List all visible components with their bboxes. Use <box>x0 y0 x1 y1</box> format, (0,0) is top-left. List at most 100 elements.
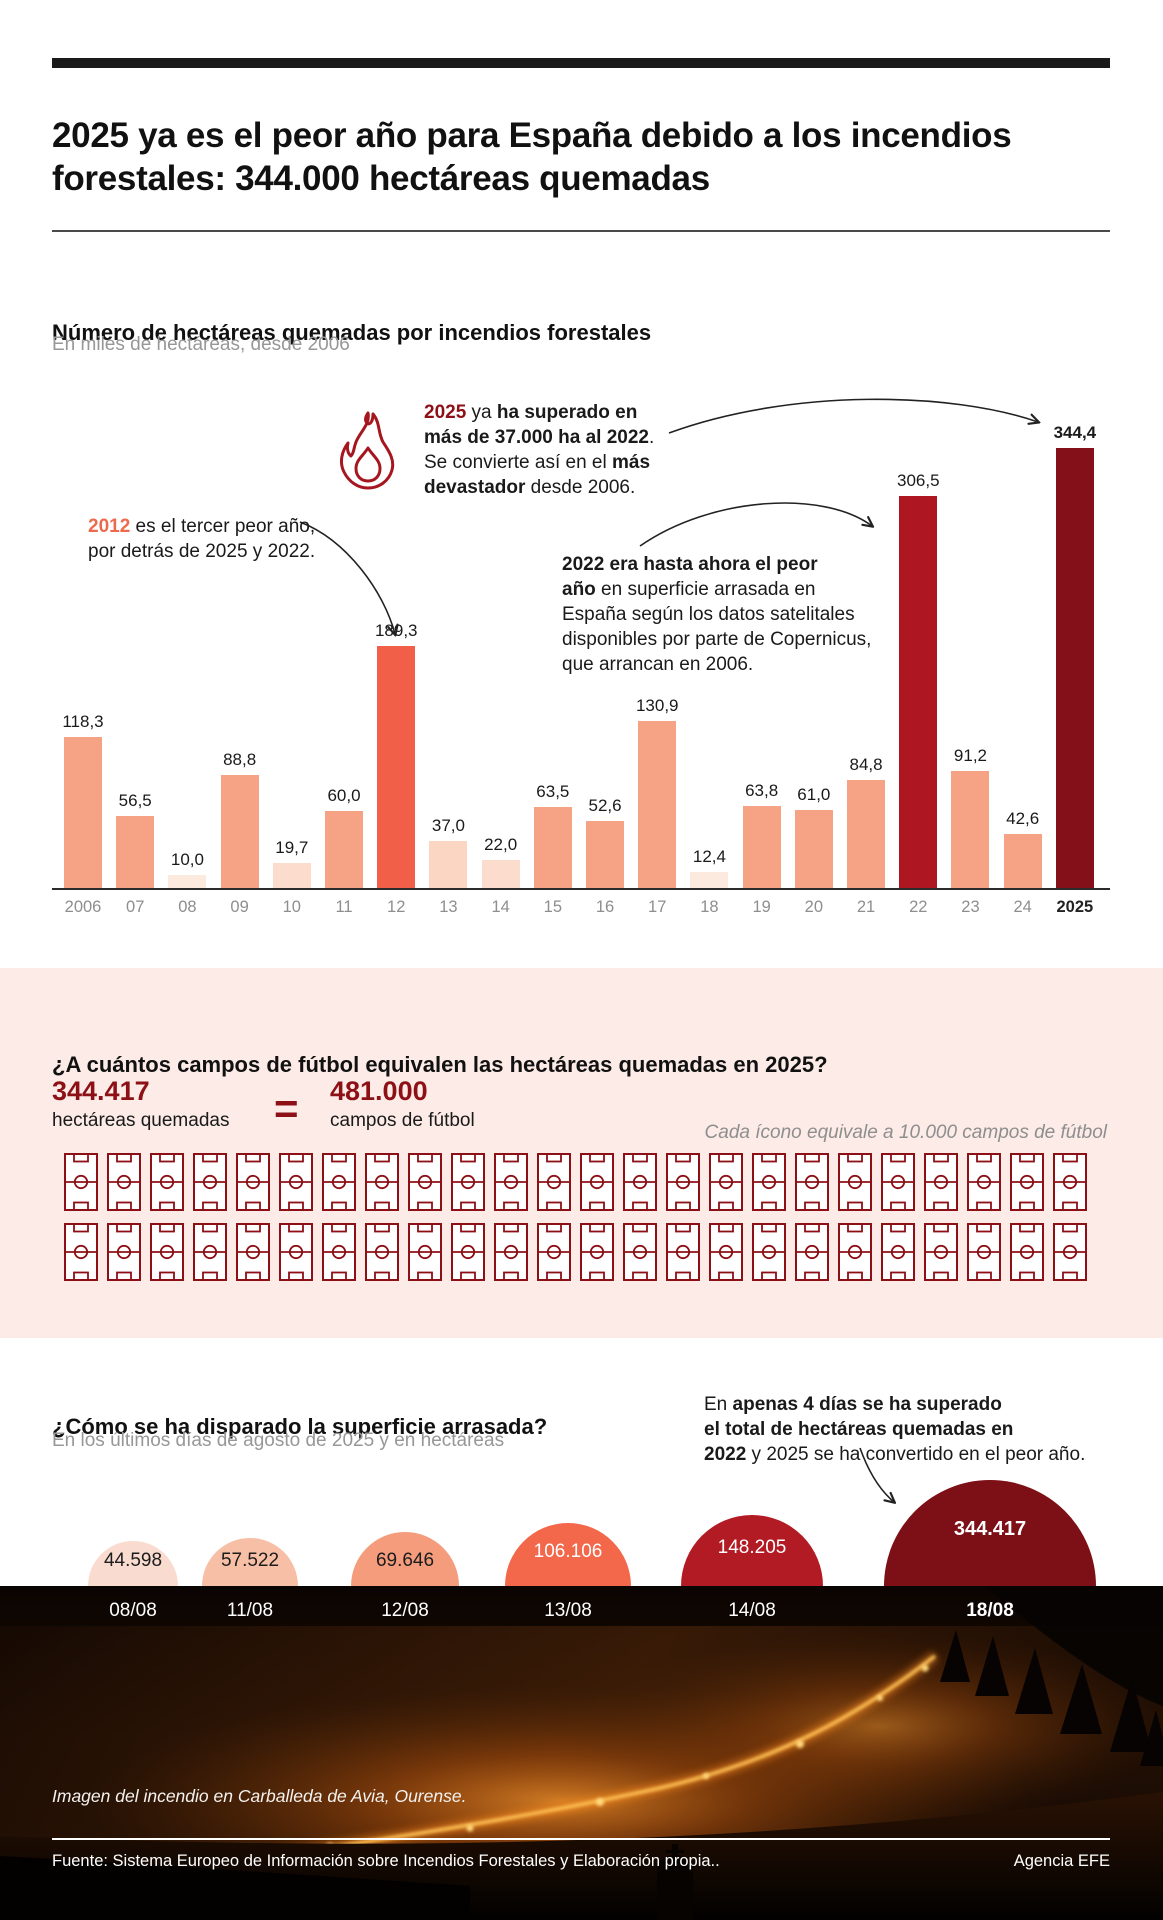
year-label: 23 <box>961 898 980 916</box>
football-field-icon <box>150 1153 184 1216</box>
bar-19: 63,8 <box>742 781 781 888</box>
football-field-icon <box>795 1223 829 1286</box>
football-field-icon <box>408 1153 442 1216</box>
bar-value-label: 56,5 <box>118 791 152 810</box>
football-field-icon <box>666 1153 700 1216</box>
football-field-icon <box>64 1153 98 1216</box>
year-label: 08 <box>178 898 197 916</box>
year-label: 12 <box>387 898 406 916</box>
source-text: Fuente: Sistema Europeo de Información s… <box>52 1852 720 1870</box>
flame-icon <box>339 411 395 490</box>
bar-value-label: 19,7 <box>275 838 309 857</box>
growth-circle-value: 344.417 <box>953 1518 1027 1540</box>
bar-value-label: 189,3 <box>374 621 418 640</box>
year-label: 16 <box>595 898 615 916</box>
football-field-icon <box>709 1153 743 1216</box>
photo-caption: Imagen del incendio en Carballeda de Avi… <box>52 1786 467 1806</box>
fields-value: 481.000 <box>330 1076 428 1106</box>
growth-circle-value: 57.522 <box>220 1550 280 1571</box>
bar-2006: 118,3 <box>62 712 104 888</box>
bar-rect <box>272 863 311 888</box>
note-2025: 2025 ya ha superado en más de 37.000 ha a… <box>424 402 655 499</box>
football-field-icon <box>795 1153 829 1216</box>
bar-16: 52,6 <box>586 796 625 888</box>
equals-sign: = <box>274 1085 299 1132</box>
title-divider <box>52 230 1110 232</box>
bar-rect <box>481 860 520 888</box>
bar-rect <box>742 806 781 888</box>
football-field-icon <box>752 1223 786 1286</box>
bar-08: 10,0 <box>168 850 207 888</box>
bar-value-label: 63,8 <box>745 781 779 800</box>
hectares-label: hectáreas quemadas <box>52 1110 230 1131</box>
growth-circle-08-08 <box>88 1541 178 1586</box>
bar-value-label: 306,5 <box>896 471 940 490</box>
year-label: 15 <box>543 898 562 916</box>
football-field-icon <box>322 1153 356 1216</box>
fields-section-title: ¿A cuántos campos de fútbol equivalen la… <box>52 1052 828 1078</box>
bar-value-label: 88,8 <box>223 750 257 769</box>
football-field-icon <box>365 1153 399 1216</box>
church-silhouette <box>657 1844 693 1920</box>
growth-circle-value: 106.106 <box>533 1541 603 1562</box>
growth-circle-value: 148.205 <box>717 1537 787 1558</box>
bar-23: 91,2 <box>951 746 990 888</box>
bar-value-label: 61,0 <box>797 785 831 804</box>
year-label: 07 <box>126 898 145 916</box>
bar-value-label: 91,2 <box>953 746 987 765</box>
bar-rect <box>794 810 833 888</box>
year-label: 14 <box>491 898 510 916</box>
football-field-icon <box>623 1153 657 1216</box>
football-field-icon <box>193 1223 227 1286</box>
bar-rect <box>533 807 572 888</box>
growth-circle-11-08 <box>202 1538 298 1586</box>
football-field-icon <box>236 1223 270 1286</box>
bar-rect <box>377 646 416 888</box>
wildfire-photo <box>0 1586 1163 1920</box>
bar-value-label: 344,4 <box>1053 423 1097 442</box>
football-field-icon <box>451 1153 485 1216</box>
footer-divider <box>52 1838 1110 1840</box>
bar-value-label: 37,0 <box>431 816 465 835</box>
bar-rect <box>64 737 102 888</box>
football-field-icon <box>580 1153 614 1216</box>
year-label: 09 <box>230 898 249 916</box>
bar-11: 60,0 <box>325 786 364 888</box>
fields-label: campos de fútbol <box>330 1110 475 1131</box>
football-field-icon <box>107 1223 141 1286</box>
football-field-icon <box>967 1223 1001 1286</box>
chart-subtitle: En miles de hectáreas, desde 2006 <box>52 334 350 355</box>
bar-rect <box>638 721 677 888</box>
growth-circle-13-08 <box>505 1523 631 1586</box>
year-label: 21 <box>856 898 876 916</box>
x-axis-labels: 2006 07 08 09 10 11 12 13 14 15 16 17 18 19 20 21 22 23 24… <box>64 898 1094 917</box>
bar-value-label: 42,6 <box>1006 809 1040 828</box>
bar-15: 63,5 <box>533 782 572 888</box>
football-field-icon <box>322 1223 356 1286</box>
bar-22: 306,5 <box>896 471 940 888</box>
year-label: 13 <box>439 898 458 916</box>
football-field-icon <box>451 1223 485 1286</box>
football-field-icon <box>408 1223 442 1286</box>
bar-rect <box>951 771 990 888</box>
football-field-icon <box>236 1153 270 1216</box>
bar-chart: 118,3 56,5 10,0 88,8 19,7 60,0 189,3 37,0 22,0 63… <box>52 370 1110 930</box>
bar-series: 118,3 56,5 10,0 88,8 19,7 60,0 189,3 37,0 22,0 63… <box>62 370 1097 888</box>
bar-value-label: 52,6 <box>588 796 622 815</box>
football-field-icon <box>107 1153 141 1216</box>
bar-rect <box>586 821 625 888</box>
bar-24: 42,6 <box>1003 809 1042 888</box>
growth-circle-12-08 <box>351 1532 459 1586</box>
arrow-to-biggest-circle <box>859 1447 930 1524</box>
bar-rect <box>847 780 886 888</box>
bar-21: 84,8 <box>847 755 886 888</box>
bar-rect <box>690 872 729 888</box>
masthead-rule <box>52 58 1110 68</box>
footer: Fuente: Sistema Europeo de Información s… <box>52 1852 1110 1871</box>
football-field-icon <box>881 1153 915 1216</box>
football-field-icon <box>365 1223 399 1286</box>
bar-value-label: 130,9 <box>635 696 679 715</box>
bar-value-label: 12,4 <box>692 847 726 866</box>
football-field-icon <box>537 1153 571 1216</box>
year-label: 17 <box>648 898 667 916</box>
